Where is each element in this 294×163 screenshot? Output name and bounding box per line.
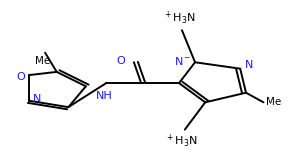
Text: N: N bbox=[245, 60, 253, 70]
Text: NH: NH bbox=[96, 91, 112, 101]
Text: Me: Me bbox=[35, 56, 50, 66]
Text: N$^-$: N$^-$ bbox=[174, 55, 192, 67]
Text: Me: Me bbox=[266, 97, 281, 107]
Text: N: N bbox=[33, 94, 41, 104]
Text: O: O bbox=[116, 56, 125, 66]
Text: $^+$H$_3$N: $^+$H$_3$N bbox=[163, 10, 196, 27]
Text: O: O bbox=[17, 72, 26, 82]
Text: $^+$H$_3$N: $^+$H$_3$N bbox=[166, 133, 198, 150]
